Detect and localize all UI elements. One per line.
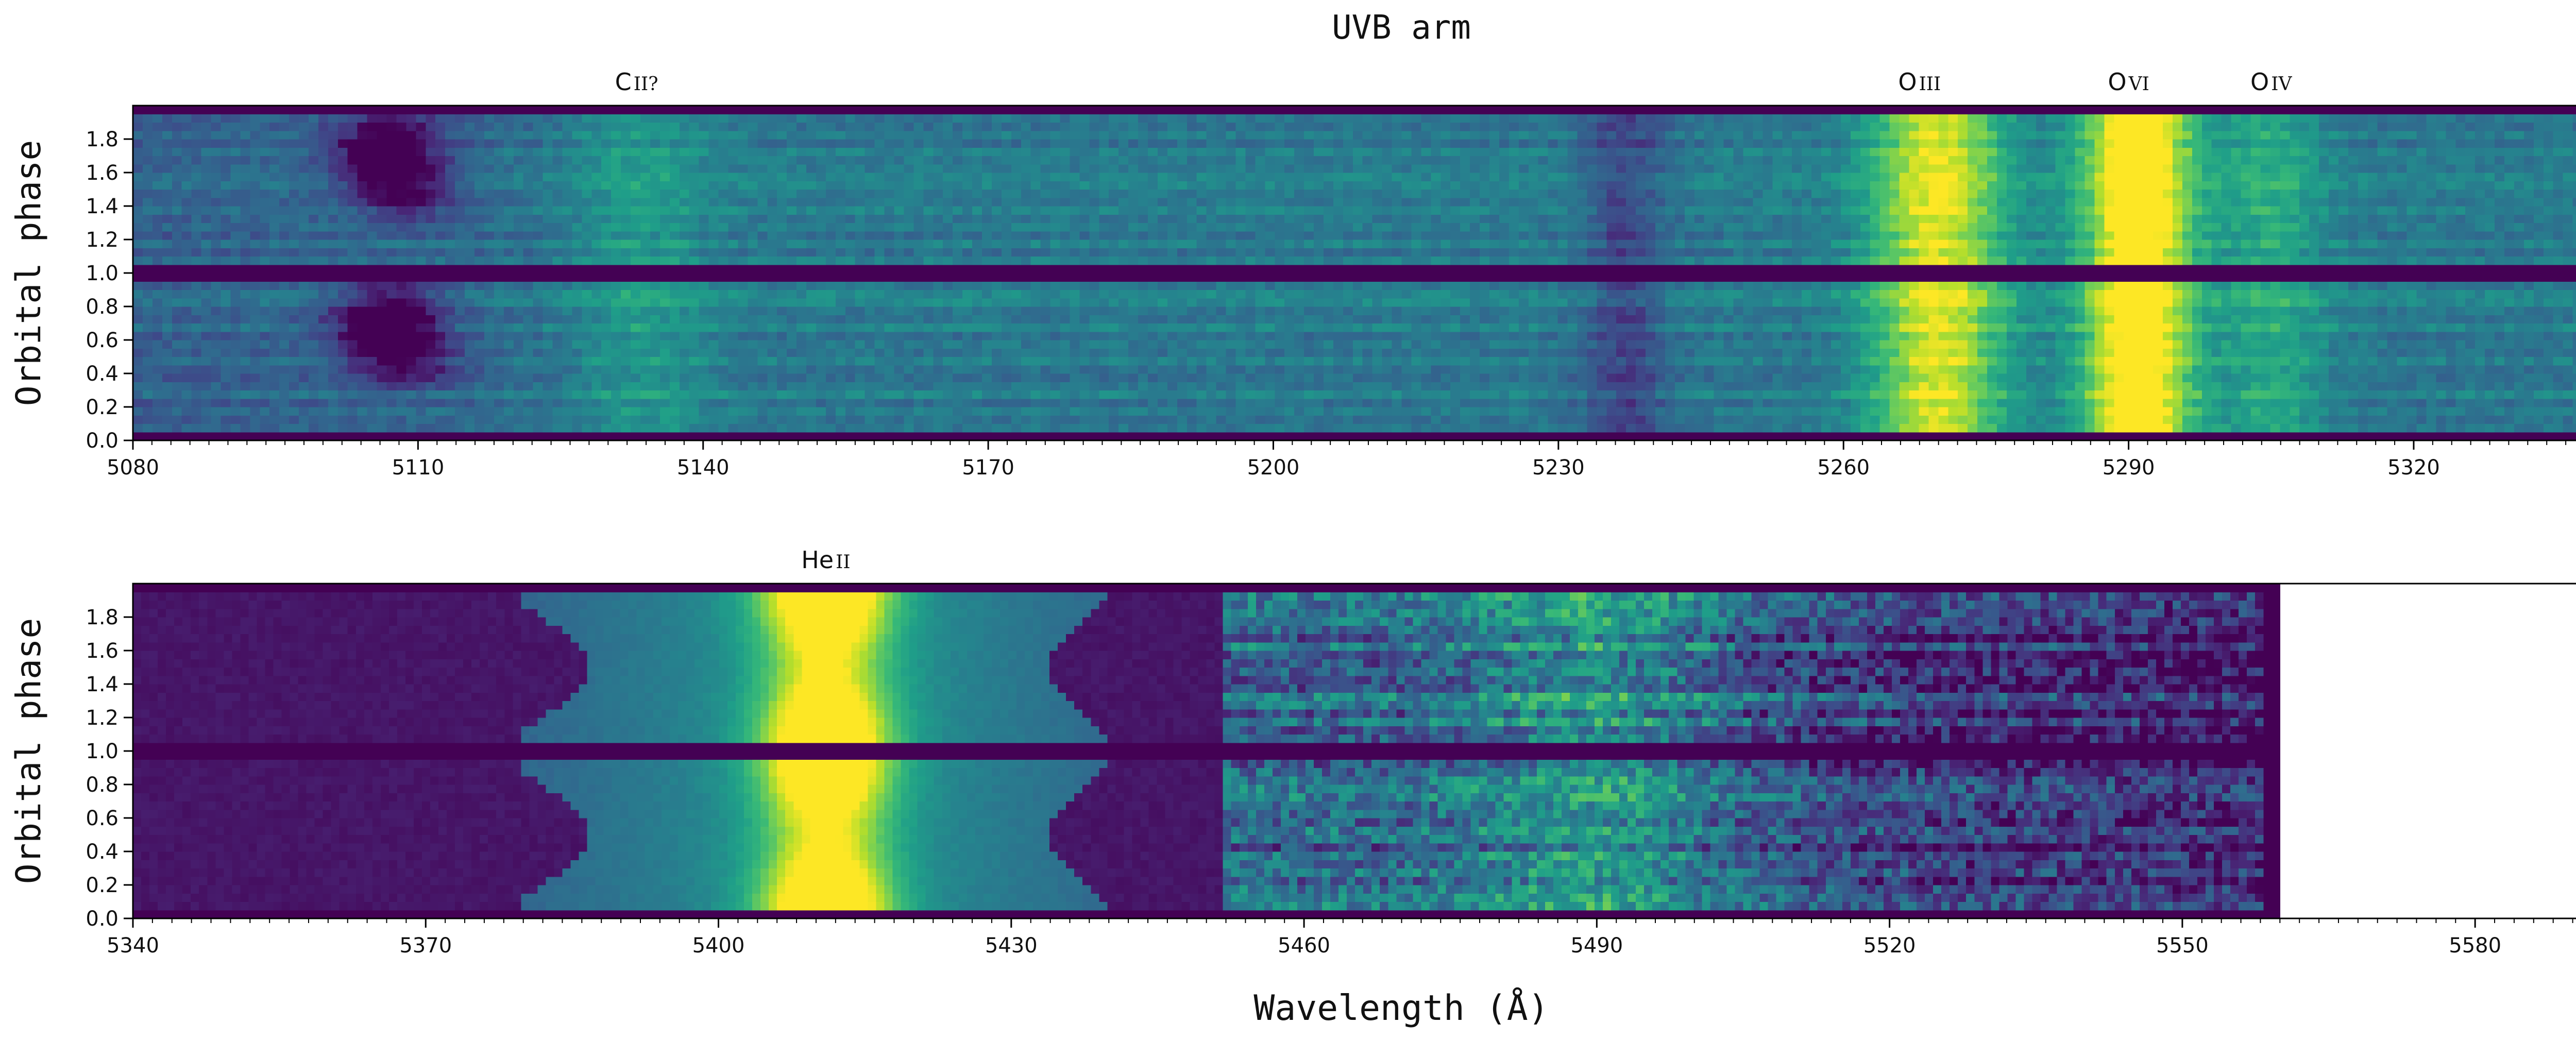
x-tick-label: 5460 — [1278, 934, 1330, 958]
x-tick-label: 5400 — [692, 934, 745, 958]
y-tick-label: 1.4 — [86, 673, 118, 696]
heatmap-cells — [133, 584, 2280, 919]
figure-title: UVB arm — [1332, 9, 1471, 47]
x-tick-label: 5490 — [1570, 934, 1623, 958]
x-tick-label: 5140 — [677, 456, 730, 480]
y-tick-label: 1.6 — [86, 639, 118, 663]
x-tick-label: 5290 — [2103, 456, 2155, 480]
y-tick-label: 1.4 — [86, 195, 118, 218]
line-annotation: He II — [801, 546, 850, 574]
y-tick-label: 1.8 — [86, 128, 118, 151]
x-tick-label: 5550 — [2156, 934, 2209, 958]
y-tick-label: 0.6 — [86, 807, 118, 830]
y-tick-label: 0.6 — [86, 329, 118, 352]
y-tick-label: 1.8 — [86, 606, 118, 629]
line-annotation: C II? — [615, 68, 658, 96]
x-tick-label: 5430 — [985, 934, 1038, 958]
y-axis-label: Orbital phase — [9, 140, 48, 406]
y-tick-label: 0.4 — [86, 362, 118, 386]
panel-bottom: 5340 5370 5400 5430 5460 5490 5520 5550 5580 0.0 0… — [9, 546, 2576, 958]
panel-top: 5080 5110 5140 5170 5200 5230 5260 5290 5320 0.0 0… — [9, 68, 2576, 480]
heatmap-cells — [133, 106, 2576, 441]
y-tick-label: 1.6 — [86, 161, 118, 185]
y-tick-label: 0.8 — [86, 295, 118, 319]
y-tick-label: 1.0 — [86, 740, 118, 763]
y-tick-label: 0.0 — [86, 429, 118, 453]
x-tick-label: 5580 — [2449, 934, 2501, 958]
x-tick-label: 5080 — [107, 456, 159, 480]
line-annotation: O III — [1898, 68, 1941, 96]
y-tick-label: 1.2 — [86, 706, 118, 730]
y-tick-label: 1.2 — [86, 228, 118, 252]
line-annotation: O VI — [2108, 68, 2149, 96]
y-tick-label: 0.8 — [86, 773, 118, 797]
x-tick-label: 5340 — [107, 934, 159, 958]
y-tick-label: 1.0 — [86, 262, 118, 285]
x-tick-label: 5520 — [1863, 934, 1916, 958]
x-tick-label: 5230 — [1532, 456, 1585, 480]
x-tick-label: 5200 — [1247, 456, 1300, 480]
x-tick-label: 5110 — [392, 456, 444, 480]
y-tick-label: 0.4 — [86, 840, 118, 864]
y-tick-label: 0.2 — [86, 396, 118, 419]
x-axis-label: Wavelength (Å) — [1253, 987, 1549, 1029]
line-annotation: O IV — [2250, 68, 2292, 96]
x-tick-label: 5260 — [1817, 456, 1870, 480]
x-tick-label: 5370 — [399, 934, 452, 958]
x-tick-label: 5320 — [2387, 456, 2440, 480]
x-tick-label: 5170 — [962, 456, 1014, 480]
y-tick-label: 0.0 — [86, 907, 118, 931]
y-axis-label: Orbital phase — [9, 618, 48, 884]
y-tick-label: 0.2 — [86, 874, 118, 897]
